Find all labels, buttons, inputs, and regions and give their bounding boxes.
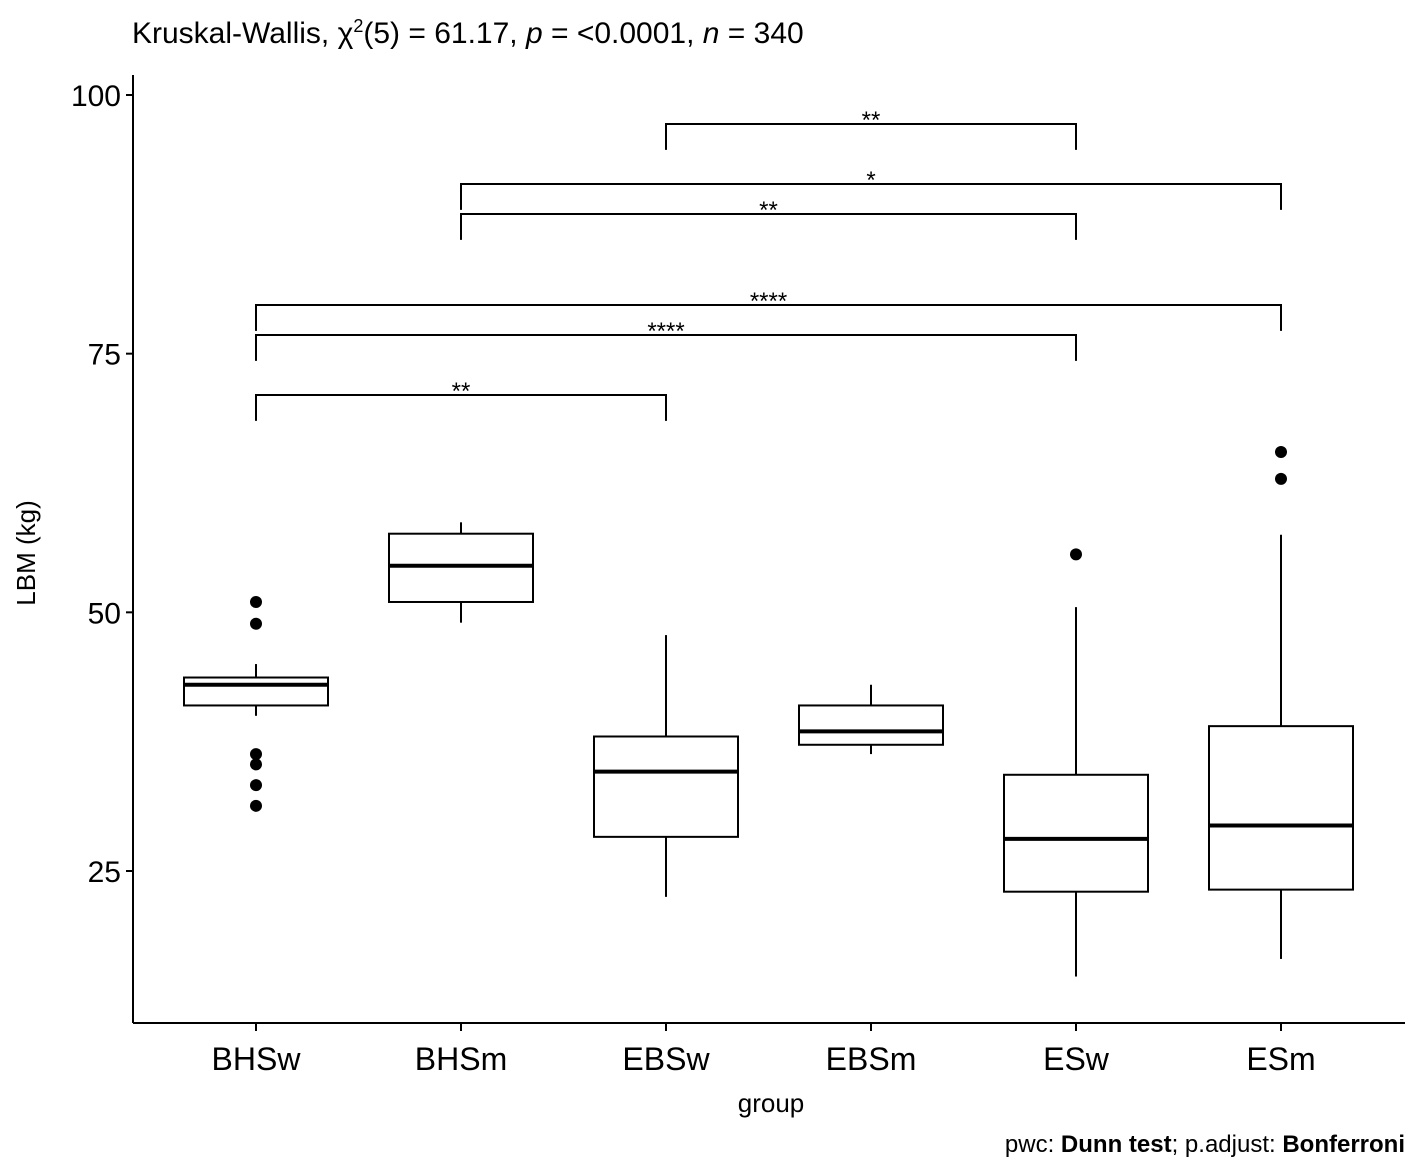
box-iqr bbox=[593, 735, 739, 838]
significance-bracket bbox=[665, 122, 1077, 150]
outlier-point bbox=[250, 617, 262, 630]
box-iqr bbox=[798, 704, 944, 746]
caption-adjust-method: Bonferroni bbox=[1282, 1131, 1405, 1158]
caption-adjust-prefix: ; p.adjust: bbox=[1171, 1131, 1283, 1158]
x-tick-label: BHSm bbox=[415, 1041, 507, 1077]
significance-bracket bbox=[255, 334, 1077, 361]
significance-label: * bbox=[866, 167, 875, 194]
significance-label: **** bbox=[647, 318, 684, 345]
title-p-label: p bbox=[525, 17, 543, 50]
significance-label: ** bbox=[759, 197, 778, 224]
title-prefix: Kruskal-Wallis, bbox=[132, 17, 338, 50]
outlier-point bbox=[250, 799, 262, 812]
outlier-point bbox=[1275, 472, 1287, 485]
y-tick-label: 50 bbox=[88, 597, 121, 630]
x-axis-label: group bbox=[738, 1088, 805, 1118]
x-tick-label: ESw bbox=[1043, 1041, 1110, 1077]
box-iqr bbox=[388, 532, 534, 603]
caption-pwc-method: Dunn test bbox=[1060, 1131, 1172, 1158]
chart-caption: pwc: Dunn test; p.adjust: Bonferroni bbox=[1005, 1131, 1405, 1159]
y-tick-label: 75 bbox=[88, 339, 121, 372]
significance-bracket bbox=[460, 182, 1282, 210]
title-sup: 2 bbox=[353, 16, 364, 36]
significance-bracket bbox=[255, 304, 1282, 331]
box-iqr bbox=[183, 676, 329, 707]
significance-label: ** bbox=[862, 107, 881, 134]
title-chi: χ bbox=[337, 17, 354, 50]
outlier-point bbox=[250, 758, 262, 771]
title-df: (5) = 61.17, bbox=[363, 17, 526, 50]
outlier-point bbox=[250, 748, 262, 761]
outlier-point bbox=[1275, 445, 1287, 458]
y-tick-label: 100 bbox=[71, 80, 121, 113]
significance-label: **** bbox=[750, 288, 787, 315]
outlier-point bbox=[250, 595, 262, 608]
title-n-value: = 340 bbox=[719, 17, 804, 50]
significance-bracket bbox=[255, 394, 667, 421]
box-iqr bbox=[1003, 773, 1149, 893]
title-n-label: n bbox=[702, 17, 720, 50]
caption-pwc-prefix: pwc: bbox=[1004, 1131, 1061, 1158]
x-tick-label: EBSm bbox=[826, 1041, 917, 1077]
y-axis-label: LBM (kg) bbox=[11, 500, 41, 605]
title-p-value: = <0.0001, bbox=[542, 17, 703, 50]
significance-bracket bbox=[460, 212, 1077, 240]
x-tick-label: EBSw bbox=[622, 1041, 710, 1077]
x-tick-label: BHSw bbox=[212, 1041, 302, 1077]
outlier-point bbox=[250, 779, 262, 792]
chart-title: Kruskal-Wallis, χ2(5) = 61.17, p = <0.00… bbox=[132, 16, 804, 51]
x-tick-label: ESm bbox=[1246, 1041, 1315, 1077]
significance-label: ** bbox=[452, 378, 471, 405]
y-tick-label: 25 bbox=[88, 856, 121, 889]
box-iqr bbox=[1208, 725, 1354, 891]
outlier-point bbox=[1070, 548, 1082, 561]
